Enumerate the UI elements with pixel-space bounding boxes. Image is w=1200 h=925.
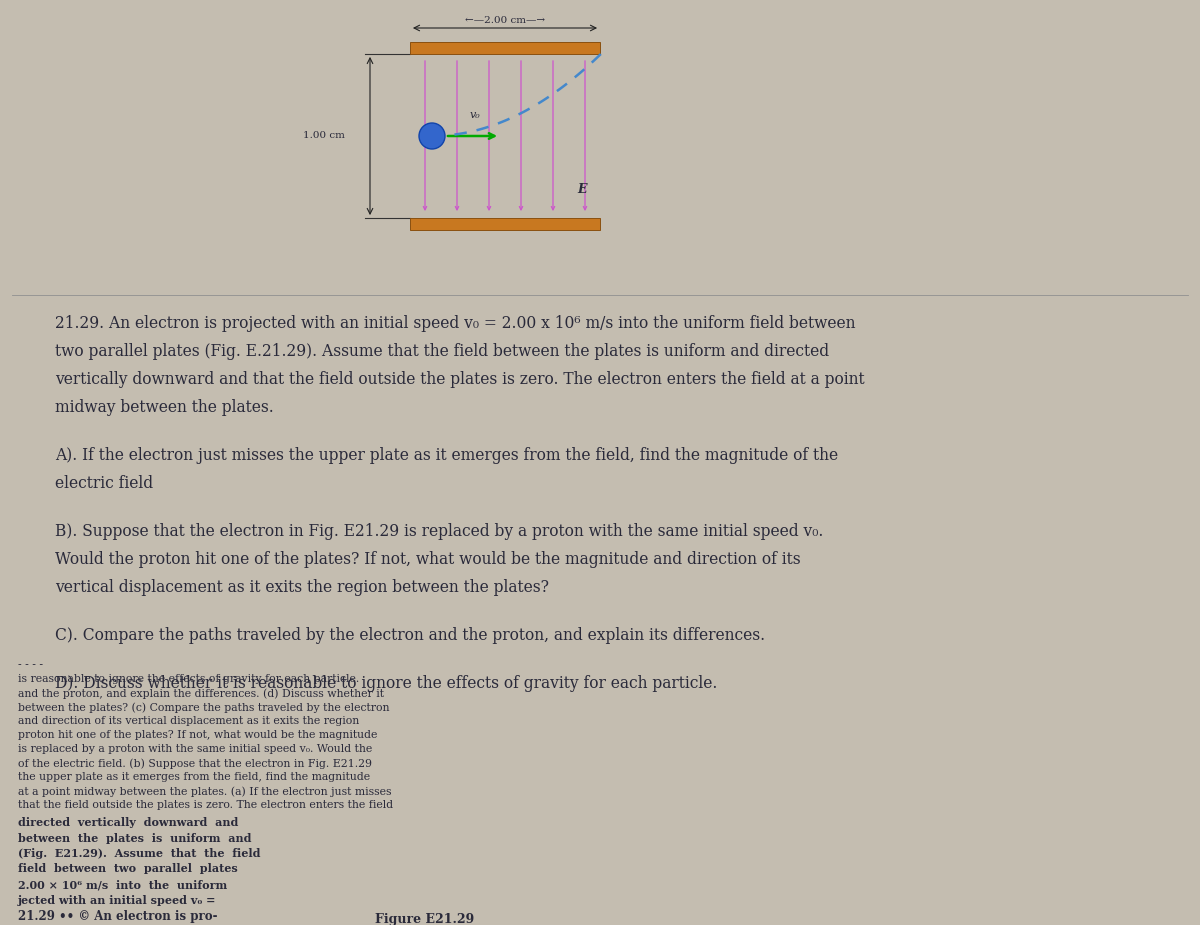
Text: 1.00 cm: 1.00 cm xyxy=(304,131,346,141)
Text: midway between the plates.: midway between the plates. xyxy=(55,399,274,416)
Text: that the field outside the plates is zero. The electron enters the field: that the field outside the plates is zer… xyxy=(18,800,394,810)
Text: C). Compare the paths traveled by the electron and the proton, and explain its d: C). Compare the paths traveled by the el… xyxy=(55,627,766,644)
Text: proton hit one of the plates? If not, what would be the magnitude: proton hit one of the plates? If not, wh… xyxy=(18,731,377,741)
Text: directed  vertically  downward  and: directed vertically downward and xyxy=(18,817,239,828)
Text: vertical displacement as it exits the region between the plates?: vertical displacement as it exits the re… xyxy=(55,579,550,596)
Text: ←—2.00 cm—→: ←—2.00 cm—→ xyxy=(464,16,545,25)
Text: (Fig.  E21.29).  Assume  that  the  field: (Fig. E21.29). Assume that the field xyxy=(18,848,260,859)
Text: 21.29 •• © An electron is pro-: 21.29 •• © An electron is pro- xyxy=(18,910,217,923)
Text: A). If the electron just misses the upper plate as it emerges from the field, fi: A). If the electron just misses the uppe… xyxy=(55,447,838,464)
Text: is reasonable to ignore the effects of gravity for each particle.: is reasonable to ignore the effects of g… xyxy=(18,674,359,684)
Text: D). Discuss whether it is reasonable to ignore the effects of gravity for each p: D). Discuss whether it is reasonable to … xyxy=(55,675,718,692)
Text: of the electric field. (b) Suppose that the electron in Fig. E21.29: of the electric field. (b) Suppose that … xyxy=(18,758,372,769)
Text: vertically downward and that the field outside the plates is zero. The electron : vertically downward and that the field o… xyxy=(55,371,865,388)
Text: the upper plate as it emerges from the field, find the magnitude: the upper plate as it emerges from the f… xyxy=(18,772,370,783)
Text: is replaced by a proton with the same initial speed v₀. Would the: is replaced by a proton with the same in… xyxy=(18,745,372,755)
Text: E: E xyxy=(577,183,587,196)
Text: at a point midway between the plates. (a) If the electron just misses: at a point midway between the plates. (a… xyxy=(18,786,391,797)
Text: field  between  two  parallel  plates: field between two parallel plates xyxy=(18,864,238,874)
Text: and the proton, and explain the differences. (d) Discuss whether it: and the proton, and explain the differen… xyxy=(18,688,384,699)
Text: between  the  plates  is  uniform  and: between the plates is uniform and xyxy=(18,832,252,844)
Text: between the plates? (c) Compare the paths traveled by the electron: between the plates? (c) Compare the path… xyxy=(18,702,390,713)
Text: - - - -: - - - - xyxy=(18,660,43,671)
Text: electric field: electric field xyxy=(55,475,154,492)
Circle shape xyxy=(419,123,445,149)
Text: Would the proton hit one of the plates? If not, what would be the magnitude and : Would the proton hit one of the plates? … xyxy=(55,551,800,568)
Text: B). Suppose that the electron in Fig. E21.29 is replaced by a proton with the sa: B). Suppose that the electron in Fig. E2… xyxy=(55,523,823,540)
Text: two parallel plates (Fig. E.21.29). Assume that the field between the plates is : two parallel plates (Fig. E.21.29). Assu… xyxy=(55,343,829,360)
Text: and direction of its vertical displacement as it exits the region: and direction of its vertical displaceme… xyxy=(18,717,359,726)
Bar xyxy=(410,218,600,230)
Bar xyxy=(410,42,600,54)
Text: Figure E21.29: Figure E21.29 xyxy=(374,913,474,925)
Text: 2.00 × 10⁶ m/s  into  the  uniform: 2.00 × 10⁶ m/s into the uniform xyxy=(18,879,227,890)
Text: jected with an initial speed v₀ =: jected with an initial speed v₀ = xyxy=(18,894,216,906)
Text: 21.29. An electron is projected with an initial speed v₀ = 2.00 x 10⁶ m/s into t: 21.29. An electron is projected with an … xyxy=(55,315,856,332)
Text: v₀: v₀ xyxy=(469,110,480,120)
